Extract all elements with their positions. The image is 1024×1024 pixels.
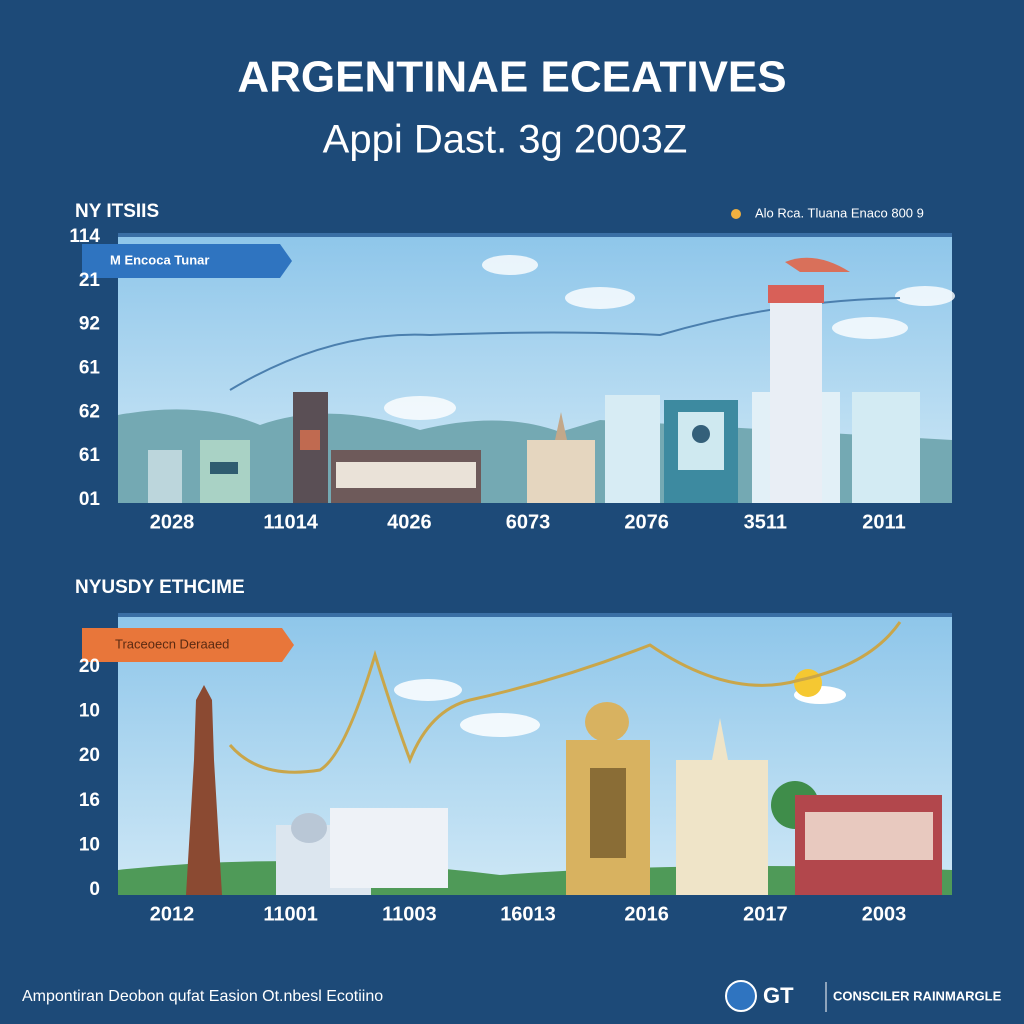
x-label: 2003 xyxy=(862,903,907,925)
y-label: 10 xyxy=(79,834,100,855)
footer-text: Ampontiran Deobon qufat Easion Ot.nbesl … xyxy=(22,988,383,1005)
x-label: 11003 xyxy=(382,903,437,925)
y-label: 0 xyxy=(89,879,100,900)
brand: CONSCILER RAINMARGLE xyxy=(833,988,1002,1003)
legend: Alo Rca. Tluana Enaco 800 9 xyxy=(755,205,924,220)
legend-dot xyxy=(731,209,741,219)
x-label: 6073 xyxy=(506,511,551,533)
scene xyxy=(82,233,955,503)
y-label: 62 xyxy=(79,401,100,422)
scene xyxy=(82,613,952,895)
logo: GT xyxy=(763,983,794,1008)
y-label: 21 xyxy=(79,270,101,291)
x-label: 2076 xyxy=(624,511,669,533)
y-label: 20 xyxy=(79,656,100,677)
panel-heading: NY ITSIIS xyxy=(75,201,159,222)
y-label: 20 xyxy=(79,745,100,766)
y-label: 61 xyxy=(79,358,101,379)
y-label: 114 xyxy=(69,226,100,247)
x-label: 3511 xyxy=(744,511,787,533)
logo-icon xyxy=(725,980,757,1012)
x-label: 2028 xyxy=(150,511,195,533)
x-label: 2016 xyxy=(624,903,669,925)
x-label: 11001 xyxy=(263,903,318,925)
banner: M Encoca Tunar xyxy=(110,252,209,267)
x-label: 4026 xyxy=(387,511,432,533)
y-label: 92 xyxy=(79,314,100,335)
panel-heading: NYUSDY ETHCIME xyxy=(75,577,245,598)
y-label: 01 xyxy=(79,489,101,510)
x-label: 11014 xyxy=(263,511,318,533)
y-label: 61 xyxy=(79,445,101,466)
title: ARGENTINAE ECEATIVES xyxy=(237,53,786,102)
x-label: 2017 xyxy=(743,903,788,925)
x-label: 2012 xyxy=(150,903,195,925)
subtitle: Appi Dast. 3g 2003Z xyxy=(323,118,688,162)
banner: Traceoecn Deraaed xyxy=(115,636,229,651)
x-label: 16013 xyxy=(500,903,556,925)
y-label: 10 xyxy=(79,701,100,722)
y-label: 16 xyxy=(79,790,100,811)
x-label: 2011 xyxy=(862,511,905,533)
